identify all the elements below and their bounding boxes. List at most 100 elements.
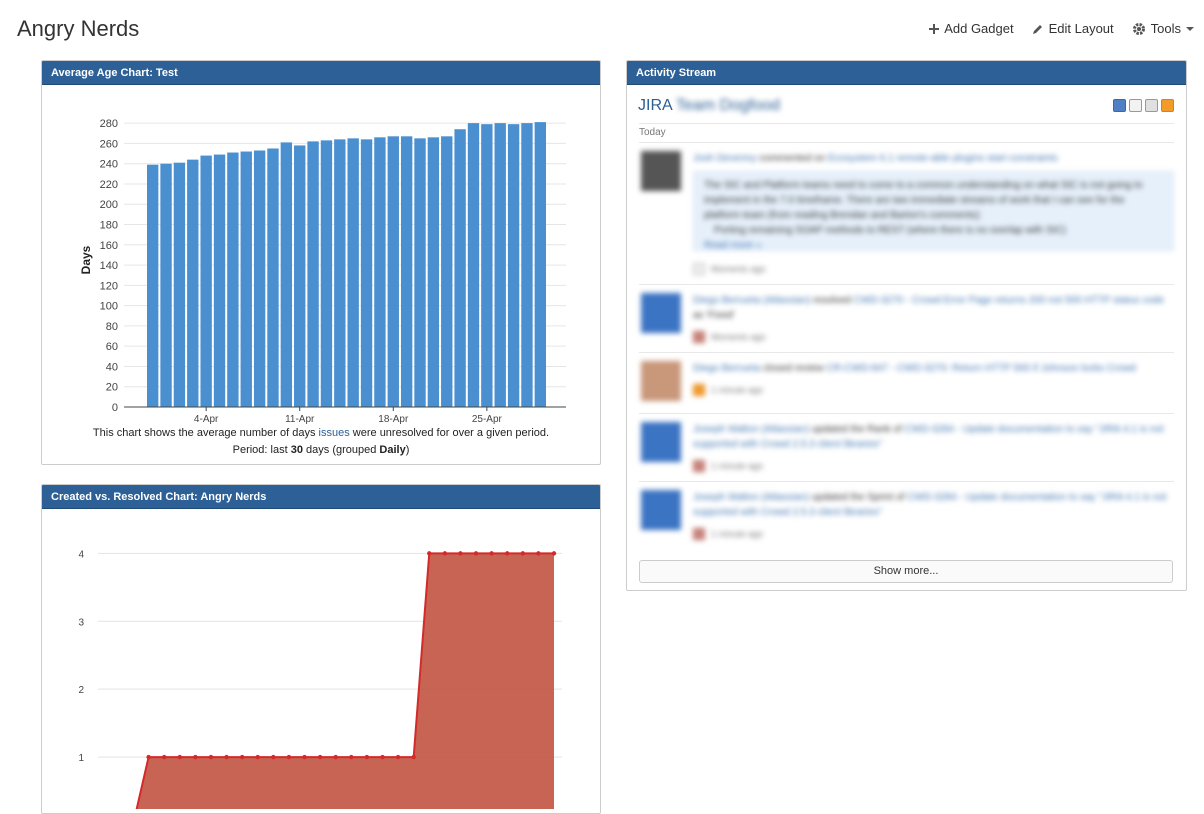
- created-resolved-gadget-title[interactable]: Created vs. Resolved Chart: Angry Nerds: [42, 485, 600, 509]
- issue-type-icon: [693, 331, 705, 343]
- entry-time: 1 minute ago: [711, 385, 764, 395]
- average-age-gadget: Average Age Chart: Test 0 20 40 60 80 100 120 1…: [41, 60, 601, 465]
- entry-suffix: as 'Fixed': [693, 310, 735, 321]
- add-gadget-button[interactable]: Add Gadget: [929, 21, 1014, 36]
- avatar[interactable]: [641, 422, 681, 462]
- settings-icon[interactable]: [1145, 99, 1158, 112]
- y-tick-label: 4: [78, 549, 84, 560]
- average-age-caption: This chart shows the average number of d…: [42, 427, 600, 439]
- avatar[interactable]: [641, 293, 681, 333]
- caption-suffix: were unresolved for over a given period.: [349, 427, 550, 439]
- area-fill: [135, 553, 554, 813]
- entry-target-link[interactable]: Ecosystem 6.1 remote-able plugins start …: [828, 153, 1058, 164]
- rss-icon[interactable]: [1161, 99, 1174, 112]
- data-point: [505, 551, 510, 556]
- period-suffix: ): [405, 444, 410, 456]
- page-header: Angry Nerds Add Gadget Edit Layout Tools: [0, 0, 1204, 60]
- entry-user-link[interactable]: Diego Berrueta (Atlassian): [693, 295, 811, 306]
- entry-verb: updated the Sprint of: [808, 492, 908, 503]
- show-more-button[interactable]: Show more...: [639, 560, 1173, 583]
- avatar[interactable]: [641, 490, 681, 530]
- bar: [173, 162, 186, 407]
- bar: [360, 139, 373, 407]
- y-tick-label: 80: [106, 321, 118, 333]
- entry-target-link[interactable]: CWD-3270 - Crowd Error Page returns 200 …: [853, 295, 1165, 306]
- tools-label: Tools: [1150, 21, 1181, 36]
- avatar[interactable]: [641, 361, 681, 401]
- bar: [387, 136, 399, 407]
- data-point: [255, 754, 260, 760]
- bar: [267, 148, 279, 407]
- entry-verb: updated the Rank of: [808, 424, 905, 435]
- data-point: [302, 754, 307, 760]
- entry-time: 1 minute ago: [711, 529, 764, 539]
- entry-summary: Joseph Walton (Atlassian) updated the Ra…: [693, 422, 1170, 452]
- bar: [467, 123, 480, 407]
- bar: [334, 139, 346, 407]
- tools-dropdown[interactable]: Tools: [1132, 21, 1194, 36]
- average-age-chart: 0 20 40 60 80 100 120 140 160 180 200 220 240 260 280 4…: [79, 118, 566, 425]
- y-axis-label: Days: [79, 245, 93, 274]
- entry-target-link[interactable]: CR-CWD-847 - CWD-3270: Return HTTP 500 i…: [826, 363, 1136, 374]
- entry-user-link[interactable]: Joseph Walton (Atlassian): [693, 492, 809, 503]
- stream-name-rest: Team Dogfood: [675, 97, 781, 114]
- y-tick-label: 120: [100, 280, 118, 292]
- bar: [347, 138, 359, 407]
- divider: [639, 123, 1174, 124]
- divider: [639, 481, 1174, 482]
- caption-prefix: This chart shows the average number of d…: [92, 427, 319, 439]
- comment-icon: [693, 263, 705, 275]
- entry-summary: Diego Berrueta closed review CR-CWD-847 …: [693, 361, 1170, 376]
- y-tick-label: 240: [100, 159, 118, 171]
- entry-user-link[interactable]: Diego Berrueta: [693, 363, 761, 374]
- data-point: [239, 754, 245, 760]
- data-point: [473, 551, 479, 556]
- entry-target-link[interactable]: CWD-3284 - Update documentation to say "…: [693, 492, 1167, 518]
- y-tick-label: 100: [100, 301, 118, 313]
- entry-meta: Moments ago: [693, 331, 766, 343]
- edit-layout-button[interactable]: Edit Layout: [1032, 21, 1114, 36]
- pencil-icon: [1032, 24, 1042, 34]
- data-point: [551, 551, 557, 556]
- comment-text: The SIC and Platform teams need to come …: [704, 180, 1143, 221]
- data-point: [193, 754, 198, 760]
- avatar[interactable]: [641, 151, 681, 191]
- entry-user-link[interactable]: Joseph Walton (Atlassian): [693, 424, 809, 435]
- list-view-icon[interactable]: [1129, 99, 1142, 112]
- created-resolved-gadget: Created vs. Resolved Chart: Angry Nerds …: [41, 484, 601, 814]
- stream-name-prefix: JIRA: [638, 97, 672, 114]
- divider: [639, 352, 1174, 353]
- entry-verb: commented on: [756, 153, 829, 164]
- activity-stream-gadget: Activity Stream JIRA Team Dogfood Today …: [626, 60, 1187, 591]
- data-point: [333, 754, 338, 760]
- add-gadget-label: Add Gadget: [944, 21, 1014, 36]
- entry-target-link[interactable]: CWD-3284 - Update documentation to say "…: [693, 424, 1164, 450]
- bar: [200, 155, 212, 407]
- bar: [441, 136, 453, 407]
- activity-stream-gadget-title[interactable]: Activity Stream: [627, 61, 1186, 85]
- entry-time: Moments ago: [711, 332, 766, 342]
- entry-user-link[interactable]: Josh Devenny: [693, 153, 757, 164]
- bar: [494, 123, 506, 407]
- entry-summary: Diego Berrueta (Atlassian) resolved CWD-…: [693, 293, 1170, 323]
- bar: [213, 154, 226, 407]
- data-point: [458, 551, 463, 556]
- bar: [427, 137, 440, 407]
- bar: [454, 129, 466, 407]
- data-point: [380, 754, 385, 760]
- issues-link[interactable]: issues: [318, 427, 350, 439]
- y-tick-label: 180: [100, 220, 118, 232]
- read-more-link[interactable]: Read more »: [704, 240, 762, 251]
- data-point: [395, 754, 401, 760]
- bar: [414, 138, 426, 407]
- y-tick-label: 20: [106, 382, 118, 394]
- filter-icon[interactable]: [1113, 99, 1126, 112]
- y-tick-label: 200: [100, 199, 118, 211]
- data-point: [427, 551, 432, 556]
- average-age-gadget-title[interactable]: Average Age Chart: Test: [42, 61, 600, 85]
- bar: [507, 124, 520, 407]
- bar: [253, 150, 266, 407]
- entry-summary: Josh Devenny commented on Ecosystem 6.1 …: [693, 151, 1170, 166]
- x-tick-label: 11-Apr: [285, 414, 315, 425]
- page-title: Angry Nerds: [17, 16, 140, 41]
